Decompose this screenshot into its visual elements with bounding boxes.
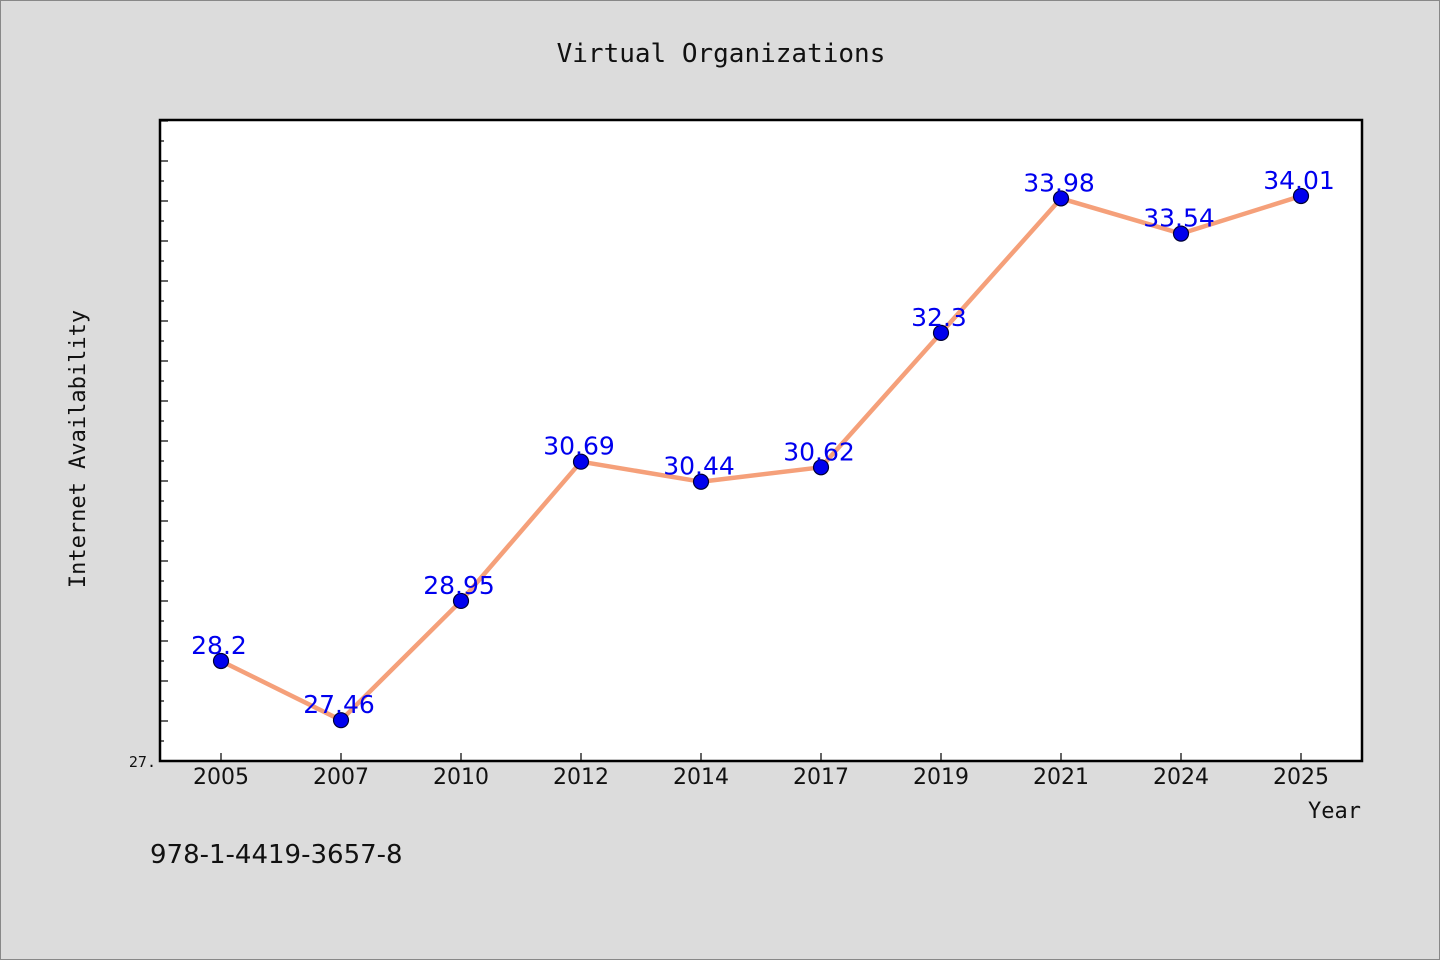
series-points	[212, 187, 1310, 729]
data-point	[812, 459, 830, 476]
data-label: 28.95	[423, 571, 495, 600]
y-axis-ticks	[160, 120, 168, 762]
data-point	[572, 453, 590, 470]
x-tick-label: 2021	[1033, 765, 1089, 790]
x-axis-tick-labels: 2005 2007 2010 2012 2014 2017 2019 2021 2024 2025	[193, 765, 1329, 790]
data-label: 33.98	[1023, 168, 1095, 197]
data-point	[1172, 225, 1190, 242]
x-tick-label: 2024	[1153, 765, 1209, 790]
data-point	[1052, 190, 1070, 207]
x-tick-label: 2025	[1273, 765, 1329, 790]
data-point	[452, 592, 470, 610]
data-label: 30.62	[783, 437, 855, 466]
isbn-text: 978-1-4419-3657-8	[150, 840, 403, 870]
data-label: 28.2	[191, 631, 247, 660]
data-labels: 28.2 27.46 28.95 30.69 30.44 30.62 32.3 33.98 33…	[191, 166, 1335, 719]
y-axis-tick-labels: 27.	[129, 753, 156, 771]
x-tick-label: 2017	[793, 765, 849, 790]
x-tick-label: 2005	[193, 765, 249, 790]
data-point	[692, 473, 710, 490]
data-label: 34.01	[1263, 166, 1335, 195]
x-axis-label: Year	[1308, 799, 1361, 824]
data-point	[332, 712, 350, 729]
x-tick-label: 2010	[433, 765, 489, 790]
data-label: 30.69	[543, 432, 615, 461]
series-line	[218, 193, 1304, 723]
x-axis-ticks	[220, 753, 1302, 761]
data-label: 33.54	[1143, 204, 1215, 233]
series-lines	[218, 193, 1304, 723]
data-point	[932, 324, 950, 341]
data-point	[212, 652, 230, 670]
x-tick-label: 2019	[913, 765, 969, 790]
x-tick-label: 2014	[673, 765, 729, 790]
data-label: 27.46	[303, 690, 375, 719]
data-label: 30.44	[663, 452, 735, 481]
data-label: 32.3	[911, 303, 967, 332]
data-point	[1292, 187, 1310, 205]
y-axis-label: Internet Availability	[66, 310, 91, 588]
x-tick-label: 2012	[553, 765, 609, 790]
chart-title: Virtual Organizations	[557, 39, 886, 69]
y-tick-label: 27.	[129, 753, 156, 771]
x-tick-label: 2007	[313, 765, 369, 790]
